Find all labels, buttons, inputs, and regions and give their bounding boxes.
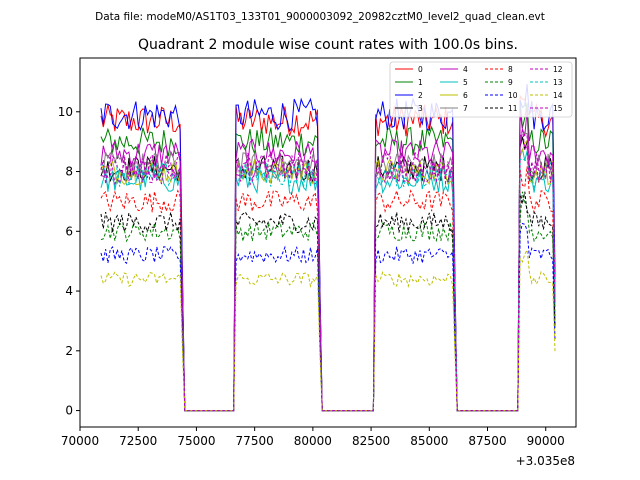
legend-label: 7 bbox=[463, 104, 468, 113]
x-tick-label: 75000 bbox=[177, 434, 215, 448]
chart-title: Quadrant 2 module wise count rates with … bbox=[138, 37, 518, 53]
legend-label: 6 bbox=[463, 91, 468, 100]
legend-label: 1 bbox=[418, 78, 423, 87]
series-line-12 bbox=[100, 133, 556, 412]
series-line-6 bbox=[100, 139, 556, 412]
legend-label: 8 bbox=[508, 65, 513, 74]
legend-label: 5 bbox=[463, 78, 468, 87]
series-line-10 bbox=[100, 222, 556, 412]
legend-label: 13 bbox=[553, 78, 563, 87]
series-line-1 bbox=[100, 100, 556, 412]
series-line-15 bbox=[100, 128, 556, 412]
legend-label: 10 bbox=[508, 91, 518, 100]
y-tick-label: 8 bbox=[65, 165, 73, 179]
legend-label: 4 bbox=[463, 65, 468, 74]
x-tick-label: 80000 bbox=[294, 434, 332, 448]
legend-label: 12 bbox=[553, 65, 563, 74]
y-tick-label: 2 bbox=[65, 344, 73, 358]
x-tick-label: 72500 bbox=[119, 434, 157, 448]
y-axis: 0 2 4 6 8 10 bbox=[58, 105, 80, 418]
chart-suptitle: Data file: modeM0/AS1T03_133T01_90000030… bbox=[95, 11, 545, 23]
y-tick-label: 6 bbox=[65, 224, 73, 238]
x-tick-label: 70000 bbox=[61, 434, 99, 448]
series-layer bbox=[100, 84, 556, 412]
x-axis: 70000 72500 75000 77500 80000 82500 85000 87500… bbox=[61, 427, 565, 448]
legend-box bbox=[389, 61, 573, 118]
series-line-0 bbox=[100, 94, 556, 412]
y-tick-label: 10 bbox=[58, 105, 73, 119]
x-tick-label: 87500 bbox=[468, 434, 506, 448]
series-line-13 bbox=[100, 158, 556, 412]
series-line-11 bbox=[100, 191, 556, 412]
y-tick-label: 0 bbox=[65, 404, 73, 418]
legend-label: 2 bbox=[418, 91, 423, 100]
x-offset-label: +3.035e8 bbox=[516, 454, 575, 468]
x-tick-label: 85000 bbox=[410, 434, 448, 448]
legend-label: 11 bbox=[508, 104, 518, 113]
plot-area-frame bbox=[79, 57, 577, 428]
series-line-2 bbox=[100, 84, 556, 412]
series-line-4 bbox=[100, 110, 556, 412]
legend-label: 3 bbox=[418, 104, 423, 113]
legend-label: 14 bbox=[553, 91, 563, 100]
y-tick-label: 4 bbox=[65, 284, 73, 298]
legend-label: 15 bbox=[553, 104, 563, 113]
series-line-14 bbox=[100, 248, 556, 412]
series-line-8 bbox=[100, 166, 556, 412]
series-line-9 bbox=[100, 191, 556, 412]
series-line-5 bbox=[100, 148, 556, 412]
series-line-7 bbox=[100, 128, 556, 412]
x-tick-label: 82500 bbox=[352, 434, 390, 448]
legend-label: 0 bbox=[418, 65, 423, 74]
x-tick-label: 77500 bbox=[236, 434, 274, 448]
legend-label: 9 bbox=[508, 78, 513, 87]
x-tick-label: 90000 bbox=[527, 434, 565, 448]
